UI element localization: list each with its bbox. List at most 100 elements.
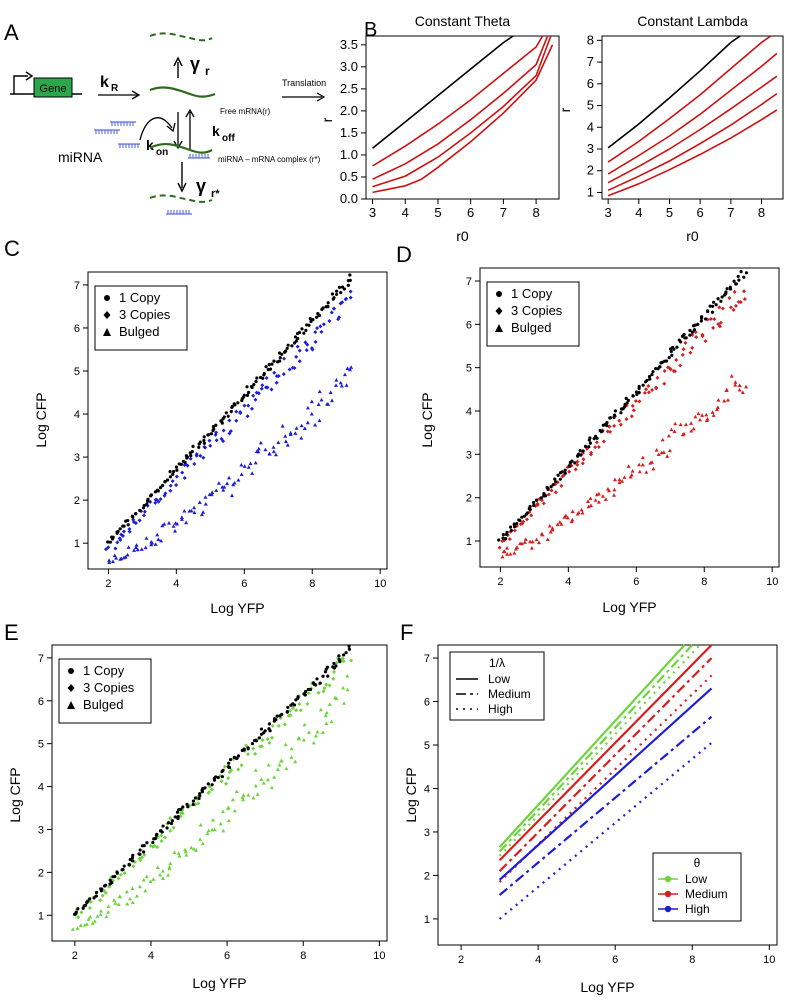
data-point: [318, 707, 323, 712]
data-point: [700, 315, 704, 319]
theta-legend-label: High: [685, 902, 710, 916]
data-point: [255, 376, 259, 380]
data-point: [184, 853, 189, 857]
data-point: [197, 500, 202, 505]
data-point: [728, 305, 733, 310]
data-point: [221, 488, 226, 492]
data-point: [246, 465, 251, 469]
data-point: [560, 470, 564, 474]
data-point: [688, 333, 692, 337]
data-point: [620, 479, 625, 483]
data-point: [289, 746, 294, 751]
data-point: [689, 421, 694, 425]
data-point: [216, 775, 220, 780]
data-point: [183, 460, 187, 464]
data-point: [197, 445, 201, 449]
data-point: [163, 835, 168, 840]
data-point: [272, 775, 277, 779]
series-line-4: [607, 92, 778, 192]
data-point: [731, 307, 736, 312]
data-point: [142, 852, 147, 857]
data-point: [261, 780, 266, 785]
data-point: [128, 858, 132, 862]
data-point: [171, 472, 175, 476]
data-point: [268, 367, 273, 371]
data-point: [205, 831, 210, 836]
data-point: [551, 483, 555, 487]
data-point: [175, 810, 180, 814]
data-point: [567, 469, 572, 474]
data-point: [543, 494, 548, 498]
y-tick-label: 1: [74, 538, 80, 550]
data-point: [608, 429, 613, 434]
data-point: [583, 444, 588, 448]
data-point: [174, 465, 179, 469]
data-point: [580, 461, 585, 466]
data-point: [230, 404, 234, 408]
data-point: [738, 300, 743, 305]
complex-mrna-strand: [149, 142, 213, 154]
data-point: [227, 761, 231, 765]
lambda-legend-label: Medium: [488, 687, 531, 701]
data-point: [524, 517, 529, 522]
data-point: [345, 674, 350, 678]
data-point: [277, 762, 282, 767]
data-point: [658, 365, 662, 369]
data-point: [309, 399, 314, 404]
data-point: [588, 496, 593, 501]
data-point: [113, 901, 118, 905]
data-point: [145, 841, 149, 845]
data-point: [297, 330, 302, 335]
data-point: [515, 545, 520, 549]
data-point: [125, 901, 130, 906]
data-point: [214, 423, 218, 427]
data-point: [618, 422, 623, 427]
data-point: [334, 377, 339, 382]
data-point: [613, 409, 618, 413]
data-point: [88, 899, 93, 904]
data-point: [320, 730, 325, 734]
data-point: [736, 274, 740, 279]
data-point: [75, 926, 80, 930]
data-point: [293, 759, 298, 764]
data-point: [198, 453, 203, 458]
data-point: [711, 325, 716, 330]
data-point: [733, 382, 738, 387]
data-point: [349, 365, 354, 369]
data-point: [254, 449, 259, 454]
data-point: [712, 300, 716, 304]
data-point: [211, 818, 216, 822]
data-point: [661, 450, 666, 454]
data-point: [239, 763, 244, 768]
x-tick-label: 6: [612, 954, 618, 966]
data-point: [665, 454, 670, 458]
data-point: [302, 722, 307, 727]
data-point: [647, 374, 652, 379]
y-tick-label: 0.5: [340, 169, 358, 184]
data-point: [532, 500, 536, 505]
data-point: [239, 472, 244, 477]
data-point: [317, 389, 322, 394]
data-point: [253, 751, 258, 756]
data-point: [316, 690, 321, 695]
data-point: [296, 735, 301, 740]
data-point: [189, 453, 193, 458]
data-point: [690, 345, 695, 350]
data-point: [142, 850, 146, 854]
y-tick-label: 2.0: [340, 103, 358, 118]
data-point: [122, 524, 126, 528]
data-point: [600, 429, 604, 433]
data-point: [267, 740, 272, 745]
x-tick-label: 2: [72, 950, 78, 962]
data-point: [313, 733, 318, 738]
data-point: [267, 722, 272, 726]
data-point: [637, 384, 641, 389]
data-point: [189, 845, 194, 850]
data-point: [327, 683, 332, 688]
data-point: [326, 402, 331, 406]
data-point: [228, 429, 233, 434]
k-r-subscript: R: [111, 83, 119, 94]
data-point: [624, 396, 628, 400]
complex-mirna-teeth: [189, 154, 209, 158]
